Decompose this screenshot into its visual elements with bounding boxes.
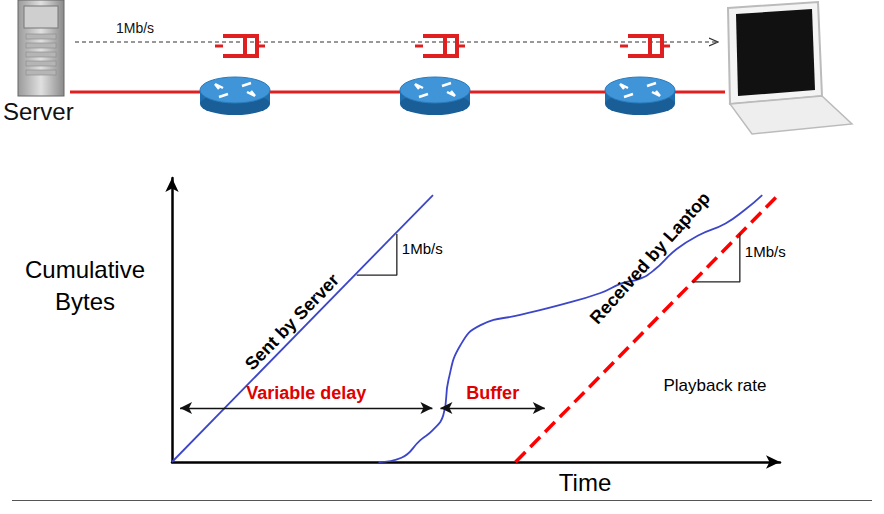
svg-text:Variable delay: Variable delay [246, 383, 366, 403]
svg-text:Cumulative: Cumulative [25, 256, 145, 283]
svg-text:Buffer: Buffer [466, 383, 519, 403]
svg-text:1Mb/s: 1Mb/s [116, 20, 154, 36]
svg-text:Server: Server [3, 98, 74, 125]
svg-text:Playback rate: Playback rate [664, 376, 767, 395]
svg-text:1Mb/s: 1Mb/s [745, 243, 786, 260]
svg-text:Received by Laptop: Received by Laptop [586, 188, 714, 328]
svg-text:Bytes: Bytes [55, 288, 115, 315]
svg-text:Sent by Server: Sent by Server [241, 270, 343, 374]
svg-text:Time: Time [559, 469, 611, 496]
svg-text:1Mb/s: 1Mb/s [402, 240, 443, 257]
